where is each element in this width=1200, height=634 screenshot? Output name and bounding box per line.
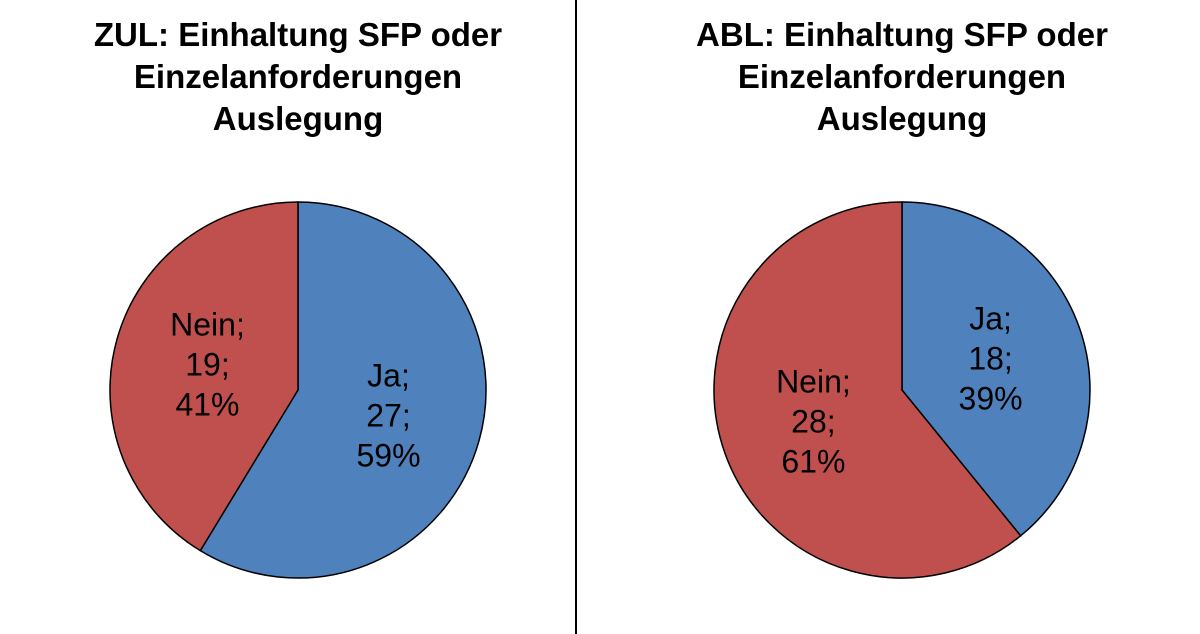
title-line: Auslegung	[212, 100, 384, 137]
data-label-line: Ja;	[969, 301, 1012, 337]
data-label-line: 41%	[175, 387, 239, 423]
pie-slice-ja	[199, 201, 487, 579]
title-line: Einzelanforderungen	[133, 58, 463, 95]
left-chart-title: ZUL: Einhaltung SFP oder Einzelanforderu…	[18, 14, 578, 140]
data-label-ja: Ja; 27; 59%	[356, 357, 420, 473]
data-label-line: 28;	[791, 403, 835, 439]
data-label-line: Nein;	[776, 363, 851, 399]
data-label-nein: Nein; 28; 61%	[776, 363, 851, 479]
data-label-line: 59%	[356, 437, 420, 473]
right-chart-title: ABL: Einhaltung SFP oder Einzelanforderu…	[622, 14, 1182, 140]
data-label-line: Nein;	[170, 307, 245, 343]
divider-line	[575, 0, 577, 634]
data-label-nein: Nein; 19; 41%	[170, 307, 245, 423]
data-label-line: 39%	[959, 381, 1023, 417]
data-label-line: 19;	[185, 347, 229, 383]
data-label-line: 27;	[366, 397, 410, 433]
pie-slice-nein	[713, 201, 1022, 579]
pie-slice-ja	[901, 201, 1091, 537]
data-label-line: 18;	[968, 341, 1012, 377]
data-label-line: 61%	[781, 443, 845, 479]
title-line: Auslegung	[816, 100, 988, 137]
data-label-ja: Ja; 18; 39%	[959, 301, 1023, 417]
title-line: ZUL: Einhaltung SFP oder	[93, 16, 503, 53]
title-line: Einzelanforderungen	[737, 58, 1067, 95]
data-label-line: Ja;	[367, 357, 410, 393]
title-line: ABL: Einhaltung SFP oder	[696, 16, 1108, 53]
pie-slice-nein	[109, 201, 299, 552]
